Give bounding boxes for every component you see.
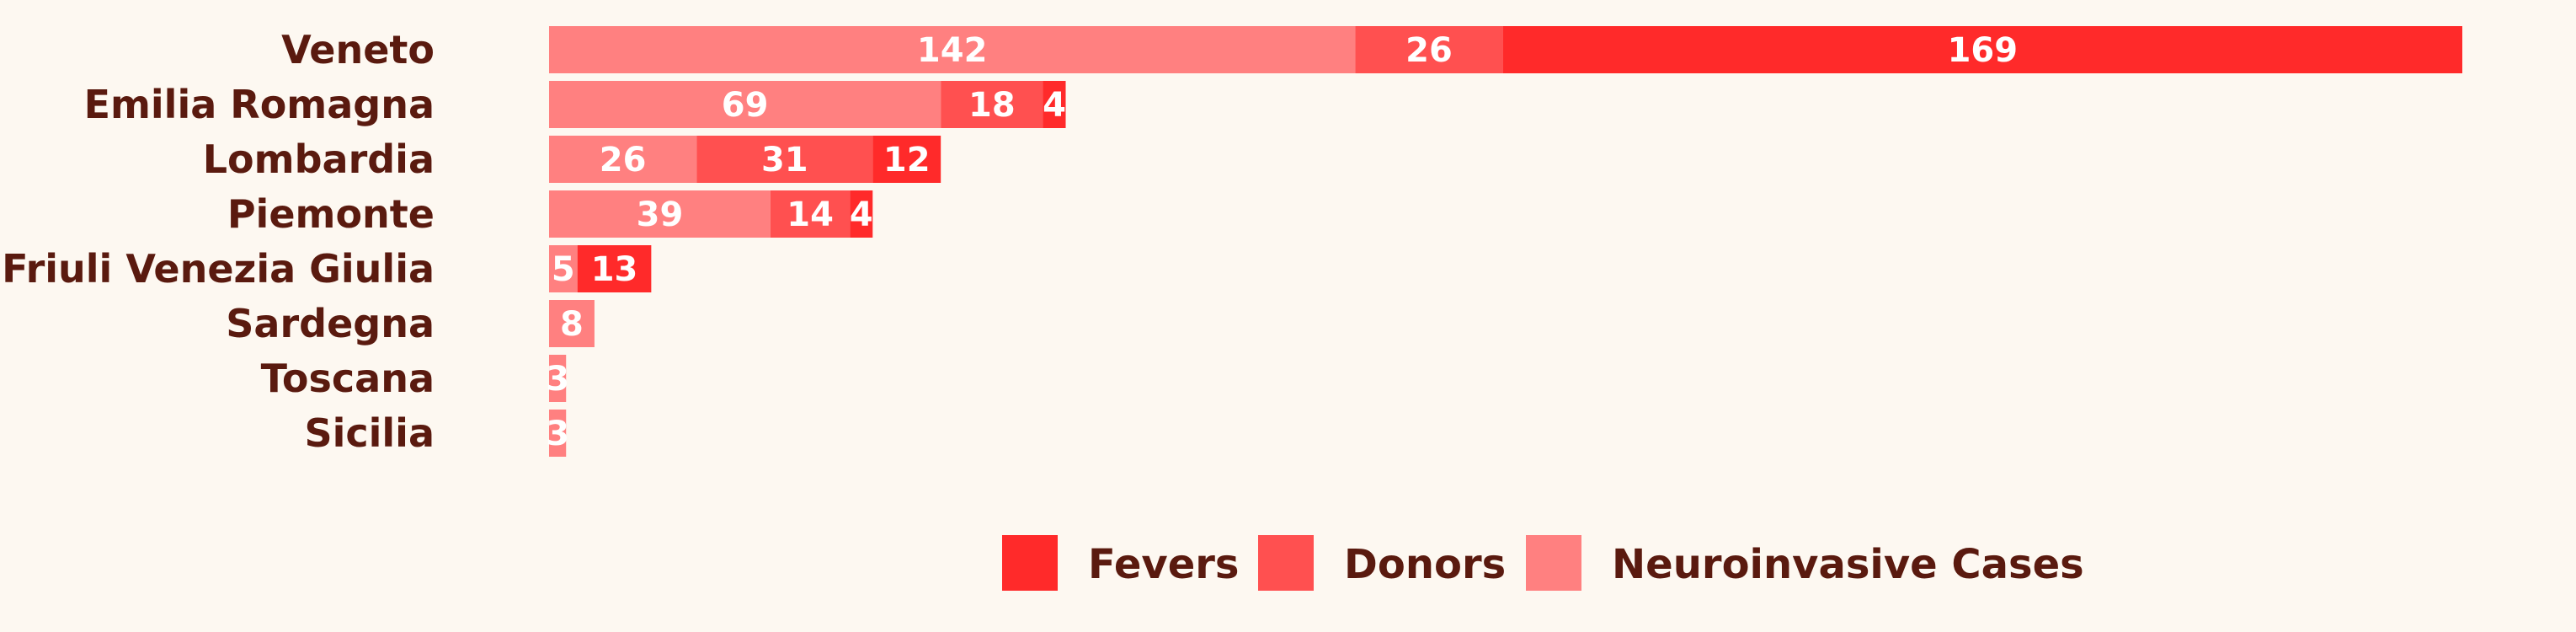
value-label-veneto-donors: 26 bbox=[1405, 31, 1453, 70]
legend-swatch-fevers bbox=[1002, 535, 1058, 591]
value-label-sicilia-neuroinvasive-cases: 3 bbox=[546, 415, 569, 453]
value-label-piemonte-donors: 14 bbox=[787, 195, 834, 234]
bar-emilia-romagna-donors bbox=[941, 81, 1043, 128]
bar-lombardia-donors bbox=[696, 136, 873, 183]
category-label-toscana: Toscana bbox=[261, 356, 435, 401]
bar-lombardia-fevers bbox=[872, 136, 941, 183]
bars-group bbox=[549, 26, 2462, 457]
bar-veneto-fevers bbox=[1502, 26, 2462, 73]
bar-sardegna-neuroinvasive-cases bbox=[549, 300, 595, 347]
value-label-veneto-neuroinvasive-cases: 142 bbox=[917, 31, 988, 70]
value-label-emilia-romagna-donors: 18 bbox=[968, 86, 1016, 125]
bar-veneto-donors bbox=[1355, 26, 1503, 73]
category-label-friuli-venezia-giulia: Friuli Venezia Giulia bbox=[2, 246, 435, 292]
bar-piemonte-donors bbox=[770, 190, 851, 238]
legend-label-fevers: Fevers bbox=[1088, 541, 1239, 588]
bar-piemonte-neuroinvasive-cases bbox=[549, 190, 771, 238]
value-label-emilia-romagna-neuroinvasive-cases: 69 bbox=[722, 86, 769, 125]
value-label-lombardia-fevers: 12 bbox=[883, 141, 931, 179]
value-label-friuli-venezia-giulia-fevers: 13 bbox=[591, 250, 638, 289]
legend-swatch-donors bbox=[1258, 535, 1314, 591]
bar-toscana-neuroinvasive-cases bbox=[549, 355, 567, 402]
bar-emilia-romagna-neuroinvasive-cases bbox=[549, 81, 941, 128]
category-label-lombardia: Lombardia bbox=[203, 137, 435, 182]
value-label-sardegna-neuroinvasive-cases: 8 bbox=[560, 305, 584, 344]
category-label-sardegna: Sardegna bbox=[226, 301, 435, 346]
category-labels: Veneto Emilia Romagna Lombardia Piemonte Fri… bbox=[2, 27, 435, 456]
bar-lombardia-neuroinvasive-cases bbox=[549, 136, 697, 183]
value-label-emilia-romagna-fevers: 4 bbox=[1043, 86, 1066, 125]
category-label-sicilia: Sicilia bbox=[304, 410, 435, 456]
value-labels: 142 26 169 69 18 4 26 31 12 39 14 4 5 138 3 3 bbox=[546, 31, 2018, 453]
legend-label-neuroinvasive-cases: Neuroinvasive Cases bbox=[1612, 541, 2084, 588]
legend-label-donors: Donors bbox=[1344, 541, 1506, 588]
bar-piemonte-fevers bbox=[850, 190, 873, 238]
value-label-friuli-venezia-giulia-neuroinvasive-cases: 5 bbox=[552, 250, 575, 289]
bar-friuli-venezia-giulia-fevers bbox=[577, 245, 652, 292]
category-label-veneto: Veneto bbox=[281, 27, 435, 72]
value-label-veneto-fevers: 169 bbox=[1948, 31, 2019, 70]
category-label-piemonte: Piemonte bbox=[227, 191, 435, 237]
value-label-toscana-neuroinvasive-cases: 3 bbox=[546, 360, 569, 399]
bar-friuli-venezia-giulia-neuroinvasive-cases bbox=[549, 245, 578, 292]
value-label-lombardia-donors: 31 bbox=[761, 141, 808, 179]
bar-emilia-romagna-fevers bbox=[1043, 81, 1066, 128]
category-label-emilia-romagna: Emilia Romagna bbox=[84, 82, 435, 127]
value-label-piemonte-neuroinvasive-cases: 39 bbox=[637, 195, 684, 234]
bar-sicilia-neuroinvasive-cases bbox=[549, 410, 567, 457]
legend: Fevers Donors Neuroinvasive Cases bbox=[1002, 535, 2084, 591]
legend-swatch-neuroinvasive-cases bbox=[1526, 535, 1581, 591]
value-label-lombardia-neuroinvasive-cases: 26 bbox=[600, 141, 647, 179]
value-label-piemonte-fevers: 4 bbox=[850, 195, 873, 234]
bar-veneto-neuroinvasive-cases bbox=[549, 26, 1356, 73]
